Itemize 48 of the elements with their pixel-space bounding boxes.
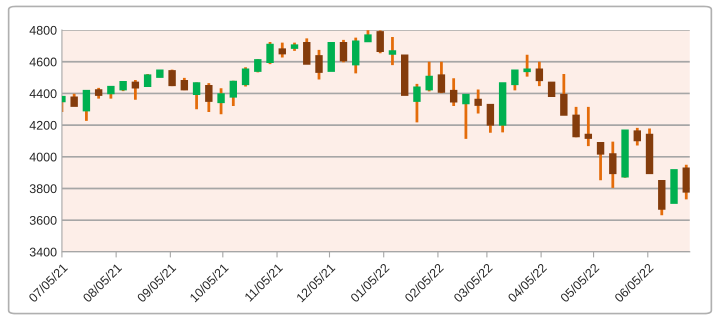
- candlestick: [278, 41, 286, 59]
- candlestick: [584, 106, 592, 148]
- candlestick: [438, 60, 446, 95]
- candlestick: [266, 40, 274, 66]
- candlestick: [634, 126, 641, 147]
- candlestick: [82, 89, 90, 122]
- candlestick: [144, 72, 152, 88]
- candlestick: [217, 86, 225, 116]
- y-tick-label: 3600: [30, 216, 57, 225]
- candlestick: [192, 80, 200, 111]
- candlestick: [413, 82, 421, 124]
- y-tick-label: 4400: [30, 89, 57, 98]
- candlestick: [523, 53, 531, 78]
- candlestick: [462, 93, 470, 140]
- y-tick-label: 4600: [30, 58, 57, 66]
- candlestick: [107, 85, 115, 100]
- y-tick-label: 4800: [30, 26, 57, 35]
- y-tick-label: 4000: [30, 152, 57, 162]
- candlestick: [132, 78, 140, 102]
- y-tick-label: 4200: [30, 120, 57, 130]
- candlestick: [364, 30, 372, 44]
- candlestick: [474, 88, 482, 115]
- candlestick: [254, 58, 262, 74]
- y-tick-label: 3800: [30, 184, 57, 194]
- candlestick: [119, 80, 127, 92]
- candlestick: [168, 68, 176, 88]
- candlestick: [609, 140, 617, 190]
- candlestick: [596, 141, 604, 182]
- candlestick: [548, 82, 556, 98]
- candlestick: [511, 68, 519, 92]
- candlestick: [352, 36, 360, 75]
- candlestick: [242, 66, 250, 88]
- candlestick: [572, 106, 580, 139]
- candlestick: [486, 102, 494, 134]
- candlestick: [315, 48, 323, 81]
- candlestick: [560, 72, 568, 117]
- candlestick: [536, 60, 544, 88]
- candlestick: [94, 86, 102, 100]
- candlestick: [205, 82, 213, 114]
- candlestick: [425, 60, 433, 93]
- candlestick: [303, 36, 310, 66]
- candlestick: [70, 92, 78, 108]
- candlestick: [230, 79, 238, 108]
- candlestick: [450, 76, 458, 108]
- candlestick: [340, 38, 348, 64]
- candlestick: [180, 76, 188, 92]
- y-tick-label: 3400: [30, 248, 57, 256]
- candlestick: [376, 30, 384, 55]
